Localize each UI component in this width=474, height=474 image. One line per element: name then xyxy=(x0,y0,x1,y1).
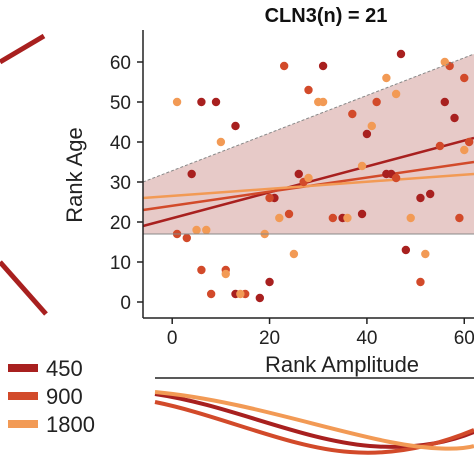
legend-label-900: 900 xyxy=(46,384,83,409)
legend-label-1800: 1800 xyxy=(46,412,95,437)
point-1800-12 xyxy=(343,213,352,223)
bottom-curve-900 xyxy=(154,400,474,455)
y-tick-label-50: 50 xyxy=(110,93,131,114)
left-panel-line-bottom xyxy=(0,260,48,316)
x-ticks: 0 20 40 60 xyxy=(167,318,474,349)
data-points xyxy=(172,49,474,303)
x-tick-label-40: 40 xyxy=(356,328,377,349)
point-450-0 xyxy=(187,169,196,179)
point-1800-13 xyxy=(357,161,367,171)
point-1800-11 xyxy=(318,97,328,107)
point-900-2 xyxy=(206,289,216,299)
point-1800-19 xyxy=(440,57,449,67)
point-900-7 xyxy=(284,209,294,219)
point-900-12 xyxy=(372,97,381,107)
point-900-18 xyxy=(460,73,469,83)
point-450-3 xyxy=(231,121,240,131)
band-upper-edge xyxy=(142,53,474,183)
point-900-9 xyxy=(304,85,313,95)
x-tick-label-20: 20 xyxy=(259,328,280,349)
y-tick-label-40: 40 xyxy=(110,133,131,154)
point-1800-2 xyxy=(202,225,211,235)
point-1800-16 xyxy=(391,89,401,99)
legend: 450 900 1800 xyxy=(8,356,95,437)
y-tick-label-20: 20 xyxy=(110,213,131,234)
point-900-19 xyxy=(464,137,474,147)
point-900-5 xyxy=(265,193,274,203)
point-900-20 xyxy=(182,233,192,243)
confidence-band xyxy=(143,54,474,234)
chart-title: CLN3(n) = 21 xyxy=(265,5,388,27)
y-tick-label-10: 10 xyxy=(110,253,131,274)
bottom-curve-1800 xyxy=(154,390,474,451)
point-900-15 xyxy=(435,141,445,151)
y-ticks: 0 10 20 30 40 50 60 xyxy=(110,53,143,314)
point-900-11 xyxy=(348,109,357,119)
point-1800-4 xyxy=(221,269,230,279)
fit-line-1800 xyxy=(142,172,474,200)
point-450-2 xyxy=(211,97,221,107)
point-1800-8 xyxy=(289,249,299,259)
point-450-1 xyxy=(197,97,206,107)
point-450-15 xyxy=(396,49,406,59)
point-900-1 xyxy=(197,265,206,275)
point-450-20 xyxy=(450,113,459,123)
point-900-17 xyxy=(455,213,464,223)
x-tick-label-0: 0 xyxy=(167,328,178,349)
point-450-5 xyxy=(255,293,265,303)
point-450-17 xyxy=(416,193,425,203)
point-900-10 xyxy=(328,213,338,223)
point-1800-5 xyxy=(236,289,245,299)
point-450-19 xyxy=(440,97,449,107)
y-tick-label-0: 0 xyxy=(120,293,131,314)
y-axis-title: Rank Age xyxy=(62,127,87,222)
point-450-12 xyxy=(362,129,372,139)
point-450-16 xyxy=(401,245,411,255)
point-900-6 xyxy=(279,61,289,71)
point-900-13 xyxy=(391,173,401,183)
point-450-6 xyxy=(265,277,274,287)
x-axis-title: Rank Amplitude xyxy=(265,352,419,377)
bottom-curve-450 xyxy=(154,392,474,449)
left-panel-line-top xyxy=(0,33,46,65)
point-1800-20 xyxy=(460,145,469,155)
y-tick-label-60: 60 xyxy=(110,53,131,74)
point-450-8 xyxy=(294,169,303,179)
point-1800-15 xyxy=(382,73,391,83)
point-1800-3 xyxy=(216,137,226,147)
point-1800-17 xyxy=(406,213,415,223)
point-450-11 xyxy=(357,209,367,219)
point-1800-1 xyxy=(192,225,201,235)
y-tick-label-30: 30 xyxy=(110,173,131,194)
plot-area xyxy=(142,49,474,303)
point-1800-9 xyxy=(304,173,313,183)
legend-label-450: 450 xyxy=(46,356,83,381)
x-tick-label-60: 60 xyxy=(454,328,474,349)
point-1800-7 xyxy=(275,213,284,223)
point-450-18 xyxy=(425,189,435,199)
point-450-9 xyxy=(318,61,328,71)
point-1800-0 xyxy=(172,97,182,107)
point-1800-18 xyxy=(421,249,430,259)
point-1800-14 xyxy=(367,121,376,131)
point-900-14 xyxy=(416,277,425,287)
